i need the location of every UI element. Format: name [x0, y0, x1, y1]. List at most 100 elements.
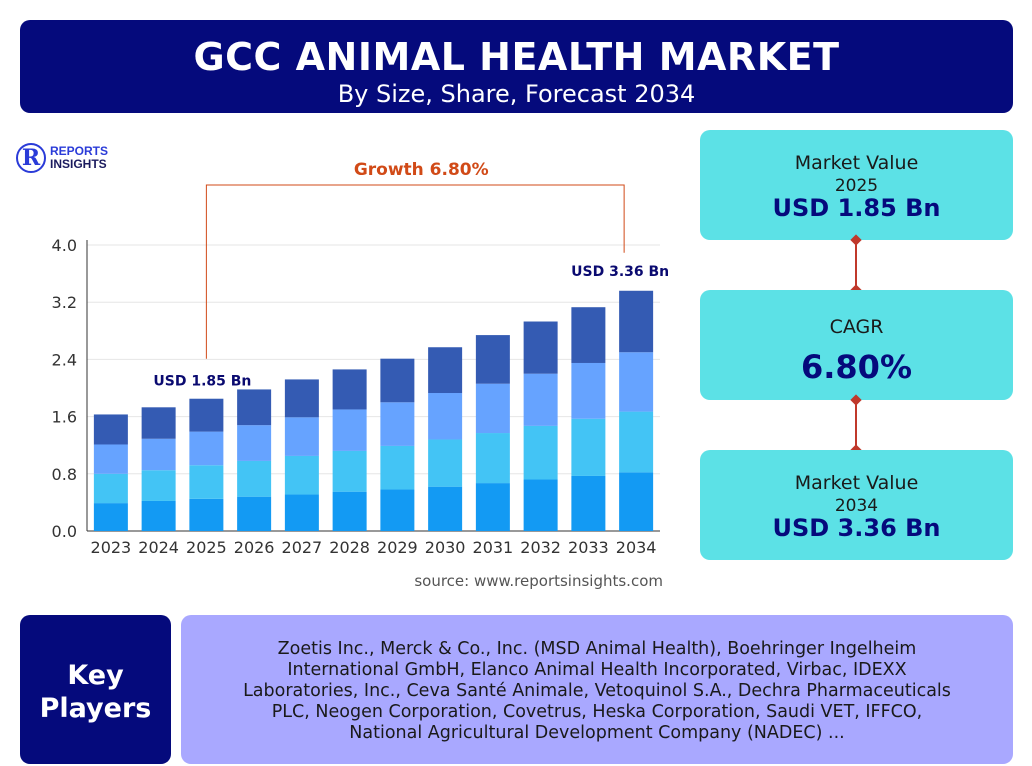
kpi-year: 2025: [834, 176, 879, 196]
x-tick-label: 2027: [282, 538, 323, 557]
bar-segment: [619, 411, 654, 473]
bar-segment: [93, 444, 128, 474]
bar-segment: [332, 491, 367, 531]
bar-segment: [619, 472, 654, 531]
bar-segment: [475, 483, 510, 531]
x-tick-label: 2026: [234, 538, 275, 557]
kpi-label: CAGR: [829, 316, 884, 338]
bar-segment: [571, 307, 606, 363]
kpi-connector: [855, 240, 857, 290]
bar-segment: [141, 500, 176, 531]
bar-segment: [619, 290, 654, 353]
growth-bracket: [205, 184, 625, 359]
x-tick-label: 2030: [425, 538, 466, 557]
chart-source: source: www.reportsinsights.com: [414, 572, 663, 590]
kpi-value: USD 1.85 Bn: [772, 194, 941, 222]
kpi-cagr: CAGR 6.80%: [700, 290, 1013, 400]
kpi-label: Market Value: [794, 472, 919, 494]
bar-segment: [619, 352, 654, 412]
bar-segment: [284, 417, 319, 456]
bar-segment: [571, 362, 606, 419]
bar-segment: [571, 475, 606, 531]
growth-label: Growth 6.80%: [354, 160, 489, 180]
bar-segment: [571, 418, 606, 476]
bar-segment: [475, 335, 510, 384]
bar-segment: [93, 473, 128, 504]
bar-segment: [189, 431, 224, 466]
bar-segment: [284, 494, 319, 531]
key-players-line: Zoetis Inc., Merck & Co., Inc. (MSD Anim…: [277, 639, 917, 659]
logo-line-2: INSIGHTS: [50, 157, 107, 171]
x-tick-label: 2032: [520, 538, 561, 557]
key-players-line: Laboratories, Inc., Ceva Santé Animale, …: [243, 681, 951, 701]
x-tick-label: 2025: [186, 538, 227, 557]
bar-segment: [380, 445, 415, 490]
bar-segment: [380, 402, 415, 446]
kpi-label: Market Value: [794, 152, 919, 174]
bar-segment: [428, 439, 463, 487]
stacked-bar-chart: 0.0 0.8 1.6 2.4 3.2 4.0 2023 2024 2025 2026 2027 20…: [0, 140, 690, 600]
bar-segment: [523, 425, 558, 480]
logo-mark-icon: R: [16, 143, 46, 173]
bar-segment: [332, 450, 367, 492]
end-value-label: USD 3.36 Bn: [571, 264, 669, 280]
y-tick-label: 0.0: [52, 522, 77, 541]
logo-text: REPORTS INSIGHTS: [50, 145, 108, 171]
key-players-heading-line-2: Players: [39, 693, 152, 724]
y-tick-label: 2.4: [52, 350, 77, 369]
bar-segment: [189, 498, 224, 531]
bar-segment: [141, 470, 176, 501]
x-tick-label: 2023: [91, 538, 132, 557]
bar-segment: [428, 393, 463, 440]
kpi-year: 2034: [834, 496, 879, 516]
bar-segment: [332, 409, 367, 451]
bar-segment: [523, 321, 558, 374]
bar-segment: [237, 460, 272, 497]
kpi-value: 6.80%: [800, 348, 912, 386]
bar-segment: [237, 496, 272, 531]
x-tick-label: 2034: [616, 538, 657, 557]
y-tick-label: 3.2: [52, 293, 77, 312]
x-tick-label: 2029: [377, 538, 418, 557]
kpi-market-value-2034: Market Value 2034 USD 3.36 Bn: [700, 450, 1013, 560]
bar-segment: [380, 489, 415, 531]
bar-segment: [523, 373, 558, 426]
bar-segment: [189, 465, 224, 499]
bar-segment: [237, 425, 272, 461]
key-players-line: International GmbH, Elanco Animal Health…: [287, 660, 907, 680]
bar-segment: [141, 407, 176, 439]
page-subtitle: By Size, Share, Forecast 2034: [337, 80, 696, 108]
key-players-list: Zoetis Inc., Merck & Co., Inc. (MSD Anim…: [201, 639, 993, 744]
kpi-value: USD 3.36 Bn: [772, 514, 941, 542]
key-players-heading-line-1: Key: [67, 660, 124, 691]
bar-segment: [332, 369, 367, 410]
key-players-line: National Agricultural Development Compan…: [349, 723, 845, 743]
key-players-heading-box: Key Players: [20, 615, 171, 764]
y-tick-label: 4.0: [52, 236, 77, 255]
bar-segment: [284, 455, 319, 495]
bar-segment: [475, 433, 510, 484]
logo-line-1: REPORTS: [50, 144, 109, 158]
bar-segment: [93, 503, 128, 531]
bar-segment: [189, 398, 224, 432]
x-tick-label: 2031: [473, 538, 514, 557]
x-tick-label: 2033: [568, 538, 609, 557]
bar-segment: [141, 438, 176, 471]
bar-segment: [428, 486, 463, 531]
bar-segment: [237, 389, 272, 426]
key-players-line: PLC, Neogen Corporation, Covetrus, Heska…: [271, 702, 923, 722]
x-tick-label: 2024: [138, 538, 179, 557]
key-players-list-box: Zoetis Inc., Merck & Co., Inc. (MSD Anim…: [181, 615, 1013, 764]
title-banner: GCC ANIMAL HEALTH MARKET By Size, Share,…: [20, 20, 1013, 113]
y-tick-label: 0.8: [52, 465, 77, 484]
x-tick-label: 2028: [329, 538, 370, 557]
chart-canvas: 0.0 0.8 1.6 2.4 3.2 4.0 2023 2024 2025 2026 2027 20…: [52, 160, 670, 590]
bar-segment: [93, 414, 128, 445]
kpi-market-value-2025: Market Value 2025 USD 1.85 Bn: [700, 130, 1013, 240]
bar-segment: [284, 379, 319, 418]
kpi-connector: [855, 400, 857, 450]
start-value-label: USD 1.85 Bn: [153, 374, 251, 390]
bar-segment: [380, 358, 415, 403]
bar-segment: [475, 383, 510, 434]
page-title: GCC ANIMAL HEALTH MARKET: [193, 35, 840, 79]
